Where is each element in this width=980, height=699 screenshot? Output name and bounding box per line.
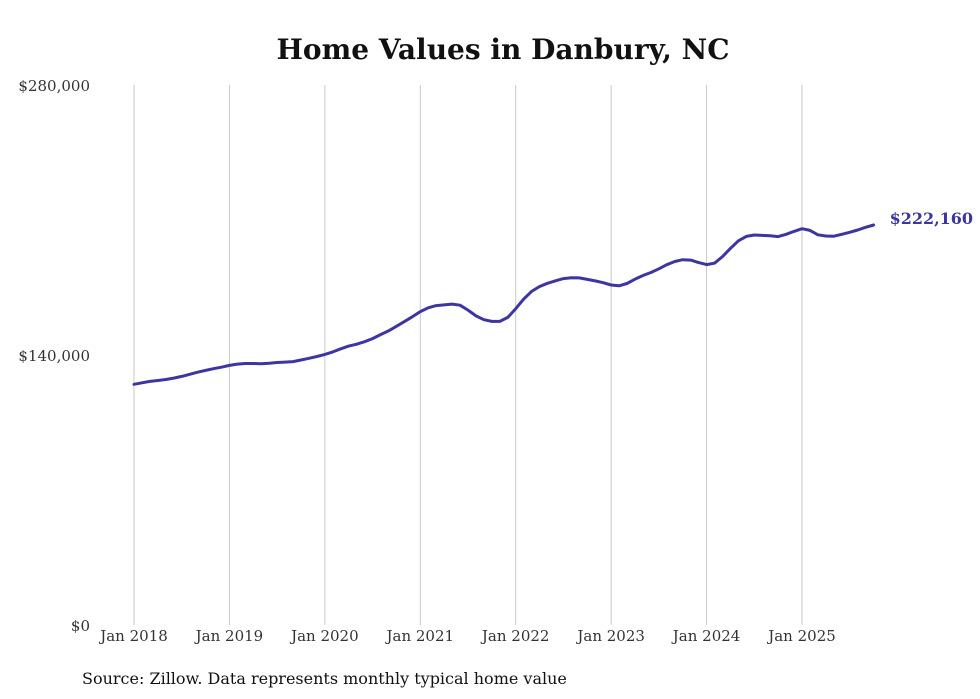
- x-gridlines: [133, 85, 803, 625]
- x-tick-label: Jan 2018: [98, 627, 168, 645]
- x-tick-label: Jan 2021: [385, 627, 455, 645]
- x-tick-label: Jan 2019: [194, 627, 264, 645]
- series-group: $222,160: [132, 209, 974, 386]
- x-tick-label: Jan 2022: [480, 627, 550, 645]
- series-end-label: $222,160: [890, 209, 974, 228]
- y-tick-label: $280,000: [18, 77, 90, 95]
- source-note: Source: Zillow. Data represents monthly …: [82, 669, 567, 688]
- series-line: [132, 223, 876, 386]
- y-tick-label: $140,000: [18, 347, 90, 365]
- x-tick-label: Jan 2025: [766, 627, 836, 645]
- y-axis-tick-labels: $0 $140,000 $280,000: [18, 77, 90, 635]
- x-tick-label: Jan 2020: [289, 627, 359, 645]
- x-axis-tick-labels: Jan 2018 Jan 2019 Jan 2020 Jan 2021 Jan 2022…: [98, 627, 836, 645]
- chart-title: Home Values in Danbury, NC: [276, 33, 729, 66]
- y-tick-label: $0: [71, 617, 90, 635]
- x-tick-label: Jan 2024: [671, 627, 741, 645]
- x-tick-label: Jan 2023: [575, 627, 645, 645]
